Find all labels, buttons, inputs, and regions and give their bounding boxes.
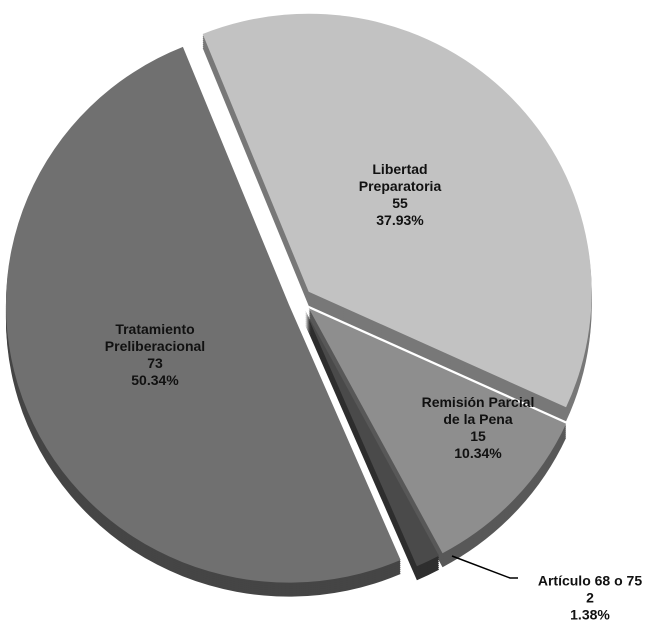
slice-label: Tratamiento Preliberacional 73 50.34% [95, 321, 215, 389]
slice [305, 310, 439, 567]
slice-label: Artículo 68 o 75 2 1.38% [515, 573, 661, 624]
label-count: 2 [586, 589, 594, 606]
label-name: Libertad Preparatoria [358, 161, 442, 194]
label-name: Remisión Parcial de la Pena [421, 394, 535, 427]
label-count: 73 [147, 355, 163, 371]
label-percent: 1.38% [570, 606, 610, 623]
label-name: Artículo 68 o 75 [537, 572, 643, 589]
slice-label: Remisión Parcial de la Pena 15 10.34% [413, 394, 543, 462]
label-count: 55 [392, 195, 408, 211]
leader-line [451, 555, 518, 579]
slice-label: Libertad Preparatoria 55 37.93% [340, 161, 460, 229]
slice [202, 13, 592, 408]
slice [308, 308, 567, 554]
label-name: Tratamiento Preliberacional [104, 321, 206, 354]
label-count: 15 [470, 428, 486, 444]
slice [5, 46, 401, 583]
label-percent: 50.34% [131, 372, 179, 388]
label-percent: 37.93% [376, 212, 424, 228]
label-percent: 10.34% [454, 445, 502, 461]
slices [5, 13, 592, 597]
